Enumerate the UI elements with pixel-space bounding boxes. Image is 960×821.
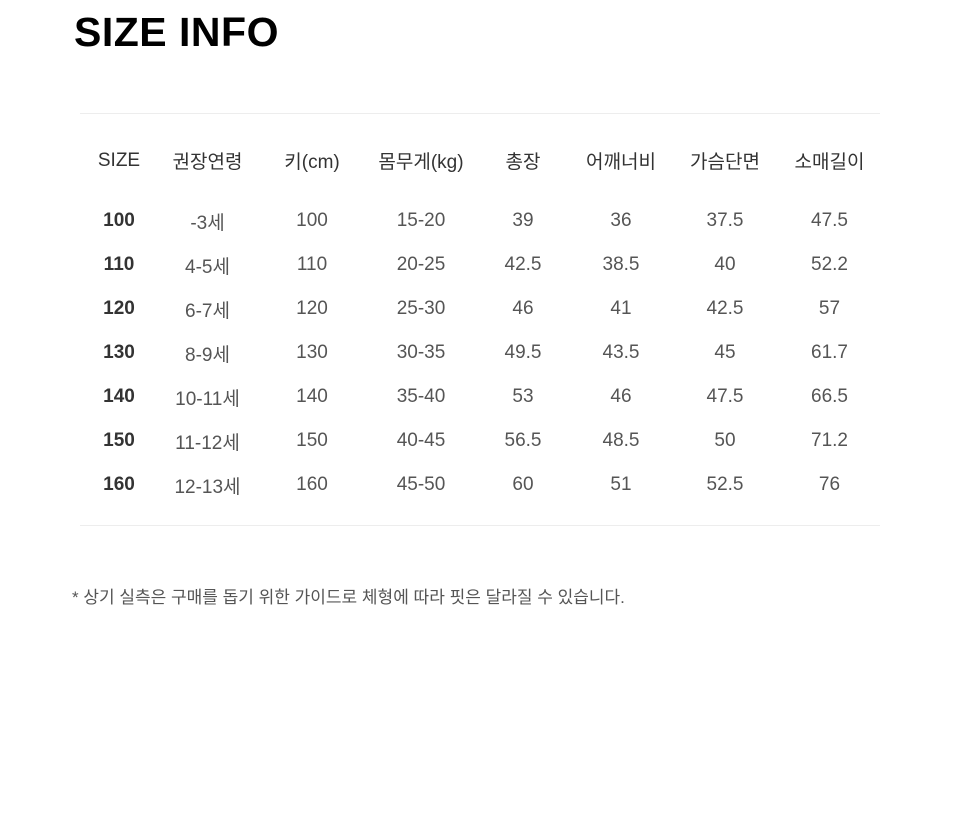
value-cell: 48.5	[602, 430, 640, 451]
column-header: 몸무게(kg)	[378, 152, 464, 173]
value-cell: 47.5	[811, 210, 848, 231]
column-header: 총장	[505, 152, 541, 173]
value-cell: 36	[610, 210, 632, 231]
value-cell: 150	[296, 430, 328, 451]
value-cell: 130	[296, 342, 328, 363]
value-cell: 45	[714, 342, 736, 363]
value-cell: 66.5	[811, 386, 848, 407]
table-row: 130 8-9세 130 30-35 49.5 43.5 45 61.7	[80, 331, 880, 375]
table-row: 110 4-5세 110 20-25 42.5 38.5 40 52.2	[80, 243, 880, 287]
value-cell: 61.7	[811, 342, 848, 363]
table-row: 140 10-11세 140 35-40 53 46 47.5 66.5	[80, 375, 880, 419]
column-header: SIZE	[97, 149, 141, 171]
size-table-container: SIZE 권장연령 키(cm) 몸무게(kg) 총장 어깨너비 가슴단면 소매길이 100 -3세…	[80, 113, 880, 526]
column-header: 소매길이	[794, 152, 865, 173]
table-row: 150 11-12세 150 40-45 56.5 48.5 50 71.2	[80, 419, 880, 463]
value-cell: 60	[512, 474, 534, 495]
value-cell: 8-9세	[185, 344, 230, 366]
size-guide-footnote: * 상기 실측은 구매를 돕기 위한 가이드로 체형에 따라 핏은 달라질 수 …	[72, 588, 625, 607]
value-cell: 100	[296, 210, 328, 231]
column-header: 권장연령	[172, 152, 243, 173]
page-title: SIZE INFO	[74, 9, 279, 55]
value-cell: 160	[296, 474, 328, 495]
value-cell: 46	[610, 386, 632, 407]
value-cell: 45-50	[396, 474, 446, 495]
size-cell: 150	[103, 430, 135, 451]
value-cell: 51	[610, 474, 632, 495]
size-table: SIZE 권장연령 키(cm) 몸무게(kg) 총장 어깨너비 가슴단면 소매길이 100 -3세…	[80, 114, 880, 507]
value-cell: 20-25	[396, 254, 446, 275]
value-cell: 71.2	[811, 430, 848, 451]
value-cell: 57	[818, 298, 841, 319]
table-row: 160 12-13세 160 45-50 60 51 52.5 76	[80, 463, 880, 507]
value-cell: 10-11세	[175, 388, 240, 410]
value-cell: 110	[296, 254, 328, 275]
value-cell: 50	[714, 430, 736, 451]
size-cell: 140	[103, 386, 135, 407]
column-header: 키(cm)	[284, 152, 340, 173]
value-cell: 140	[296, 386, 328, 407]
value-cell: 30-35	[396, 342, 446, 363]
value-cell: 76	[818, 474, 841, 495]
value-cell: 46	[512, 298, 534, 319]
value-cell: 39	[512, 210, 534, 231]
value-cell: 49.5	[504, 342, 542, 363]
size-cell: 130	[103, 342, 135, 363]
size-cell: 160	[103, 474, 135, 495]
value-cell: 38.5	[602, 254, 640, 275]
size-cell: 100	[103, 210, 135, 231]
value-cell: 35-40	[396, 386, 446, 407]
table-row: 120 6-7세 120 25-30 46 41 42.5 57	[80, 287, 880, 331]
value-cell: 25-30	[396, 298, 446, 319]
value-cell: 120	[296, 298, 328, 319]
value-cell: 11-12세	[175, 432, 240, 454]
header-row: SIZE 권장연령 키(cm) 몸무게(kg) 총장 어깨너비 가슴단면 소매길이	[80, 114, 880, 199]
value-cell: 37.5	[706, 210, 744, 231]
value-cell: 40	[714, 254, 736, 275]
value-cell: 56.5	[504, 430, 542, 451]
value-cell: 40-45	[396, 430, 446, 451]
value-cell: 52.5	[706, 474, 744, 495]
value-cell: 41	[610, 298, 632, 319]
value-cell: 47.5	[706, 386, 744, 407]
value-cell: 6-7세	[185, 300, 230, 322]
value-cell: 15-20	[396, 210, 446, 231]
column-header: 가슴단면	[690, 152, 760, 173]
value-cell: -3세	[190, 212, 225, 234]
column-header: 어깨너비	[586, 152, 656, 173]
value-cell: 53	[512, 386, 534, 407]
value-cell: 4-5세	[185, 256, 230, 278]
size-cell: 120	[103, 298, 135, 319]
value-cell: 43.5	[602, 342, 640, 363]
value-cell: 42.5	[504, 254, 542, 275]
value-cell: 42.5	[706, 298, 744, 319]
value-cell: 52.2	[811, 254, 848, 275]
size-cell: 110	[103, 254, 135, 275]
table-row: 100 -3세 100 15-20 39 36 37.5 47.5	[80, 199, 880, 243]
value-cell: 12-13세	[174, 476, 241, 498]
